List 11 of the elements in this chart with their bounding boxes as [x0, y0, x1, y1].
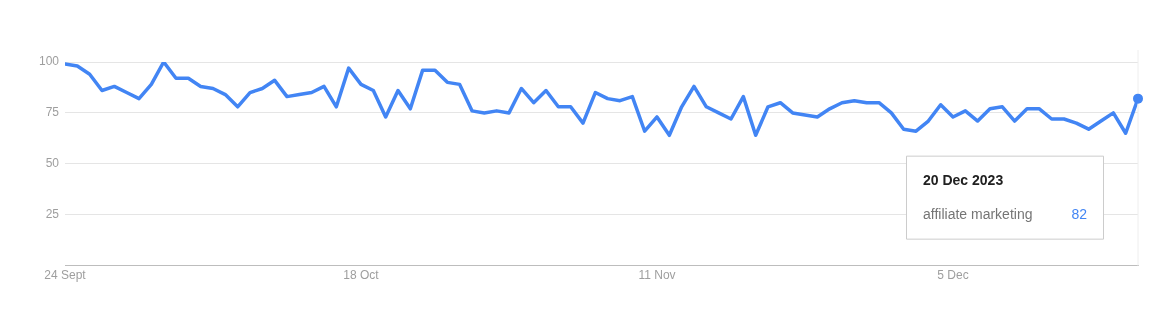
- x-tick-label: 11 Nov: [638, 268, 676, 283]
- y-tick-label: 25: [45, 207, 60, 222]
- x-tick-label: 24 Sept: [44, 268, 87, 283]
- x-tick-label: 18 Oct: [343, 268, 380, 283]
- text: affiliate marketing: [923, 205, 1033, 222]
- y-tick-label: 100: [38, 54, 60, 69]
- annotation: 20 Dec 2023: [923, 171, 1004, 188]
- y-tick-label: 75: [45, 105, 60, 120]
- y-tick-label: 50: [45, 156, 60, 171]
- annotation: 82: [1071, 205, 1088, 222]
- x-tick-label: 5 Dec: [937, 268, 969, 283]
